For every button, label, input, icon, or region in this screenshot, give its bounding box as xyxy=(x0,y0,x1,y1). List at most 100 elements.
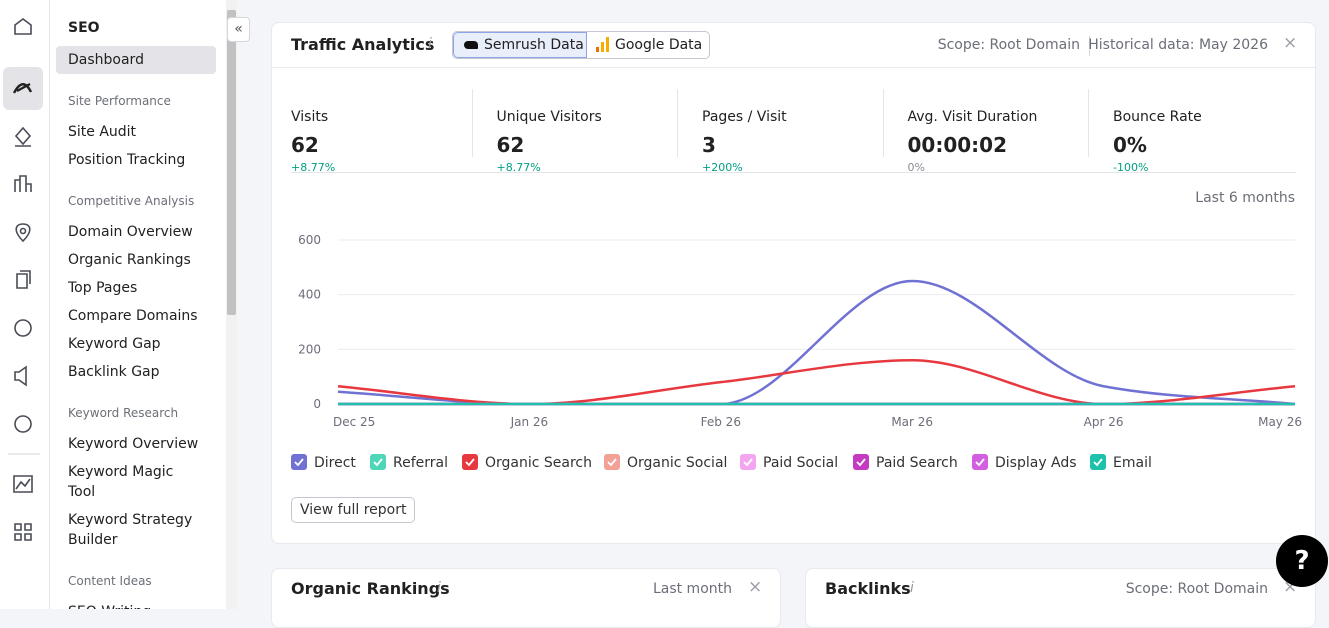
x-tick-label: Apr 26 xyxy=(1084,415,1124,429)
period: Last month xyxy=(652,581,732,597)
nav-item[interactable]: Dashboard xyxy=(56,46,216,74)
divider xyxy=(1089,36,1090,56)
legend-label[interactable]: Referral xyxy=(393,455,448,471)
x-tick-label: Jan 26 xyxy=(510,415,549,429)
metric: Avg. Visit Duration 00:00:02 0% xyxy=(908,109,1088,174)
info-icon[interactable]: i xyxy=(437,580,441,596)
metric-label: Visits xyxy=(291,109,329,125)
legend-checkbox[interactable] xyxy=(604,454,620,470)
nav-item[interactable]: Top Pages xyxy=(68,280,138,296)
nav-item[interactable]: Organic Rankings xyxy=(68,252,191,268)
legend-label[interactable]: Paid Social xyxy=(763,455,838,471)
nav-item[interactable]: Keyword Gap xyxy=(68,336,161,352)
tab-label: Semrush Data xyxy=(484,37,584,53)
icon[interactable] xyxy=(16,270,31,289)
sidebar: SEO Dashboard Site Performance Site Audit… xyxy=(50,0,226,609)
nav-heading: Site Performance xyxy=(68,94,171,108)
legend-checkbox[interactable] xyxy=(370,454,386,470)
scroll-thumb[interactable] xyxy=(227,10,236,315)
icon[interactable] xyxy=(14,523,32,541)
card-title: Traffic Analytics xyxy=(291,35,435,54)
nav-heading: Content Ideas xyxy=(68,574,152,588)
nav-heading: Competitive Analysis xyxy=(68,194,195,208)
scrollbar[interactable] xyxy=(226,0,237,609)
metric: Visits 62 +8.77% xyxy=(291,109,471,174)
metric-value: 62 xyxy=(291,133,319,157)
legend-label[interactable]: Email xyxy=(1113,455,1152,471)
icon-rail xyxy=(0,0,50,609)
legend-checkbox[interactable] xyxy=(291,454,307,470)
legend-check xyxy=(743,458,753,467)
nav-item[interactable]: Keyword Strategy Builder xyxy=(68,512,193,548)
nav-item[interactable]: Site Audit xyxy=(68,124,137,140)
divider xyxy=(1088,89,1089,157)
info-icon[interactable]: i xyxy=(910,580,914,596)
nav-item[interactable]: Keyword Overview xyxy=(68,436,199,452)
legend-label[interactable]: Display Ads xyxy=(995,455,1077,471)
icon[interactable] xyxy=(14,126,32,147)
historical-data: Historical data: May 2026 xyxy=(1088,37,1268,53)
series-line xyxy=(337,359,1296,406)
legend-checkbox[interactable] xyxy=(462,454,478,470)
icon[interactable] xyxy=(13,475,33,493)
divider xyxy=(291,172,1296,173)
tab[interactable]: Semrush Data xyxy=(453,32,587,58)
x-tick-label: Feb 26 xyxy=(701,415,741,429)
close-button[interactable]: × xyxy=(748,577,763,597)
data-tabs: Semrush Data Google Data xyxy=(452,31,710,59)
legend-check xyxy=(856,458,866,467)
nav-sections: Site Performance Site Audit Position Track… xyxy=(56,92,220,609)
metric-label: Avg. Visit Duration xyxy=(907,109,1038,125)
seo-icon[interactable] xyxy=(12,82,33,94)
nav-item[interactable]: Keyword Magic Tool xyxy=(68,464,174,500)
chart: 0 200 400 600 Dec 25 Jan 26 Feb 26 Mar 26 Apr 26… xyxy=(291,233,1302,471)
card-title: Organic Rankings xyxy=(291,579,450,598)
backlinks-card: Backlinks i Scope: Root Domain × xyxy=(805,568,1316,628)
metric-change: -100% xyxy=(1113,161,1149,174)
header-border xyxy=(272,67,1317,68)
nav-item[interactable]: SEO Writing Assistant xyxy=(56,598,216,609)
metric-value: 00:00:02 xyxy=(907,133,1008,157)
nav-item[interactable]: Backlink Gap xyxy=(68,364,160,380)
icon[interactable] xyxy=(15,223,31,243)
tab[interactable]: Google Data xyxy=(587,32,709,58)
legend-checkbox[interactable] xyxy=(1090,454,1106,470)
icon[interactable] xyxy=(14,319,32,337)
divider xyxy=(882,89,884,157)
y-tick-label: 0 xyxy=(313,397,321,411)
legend-check xyxy=(373,458,383,467)
legend-label[interactable]: Organic Search xyxy=(485,455,592,471)
close-button[interactable]: × xyxy=(1283,33,1298,53)
metric-label: Unique Visitors xyxy=(496,109,602,125)
divider xyxy=(677,89,678,157)
icon[interactable] xyxy=(14,175,32,192)
metric-change: +8.77% xyxy=(291,161,336,174)
y-tick-label: 200 xyxy=(298,342,321,356)
legend-checkbox[interactable] xyxy=(853,454,869,470)
home-icon[interactable] xyxy=(14,18,32,35)
view-report-button[interactable]: View full report xyxy=(291,497,416,523)
collapse-button[interactable]: « xyxy=(227,17,250,42)
semrush-logo xyxy=(464,41,478,49)
scope: Scope: Root Domain xyxy=(937,37,1080,53)
nav-item[interactable]: Position Tracking xyxy=(68,152,186,168)
icon[interactable] xyxy=(14,415,32,433)
metric: Bounce Rate 0% -100% xyxy=(1113,109,1293,174)
card-title: Backlinks xyxy=(825,579,911,598)
legend-check xyxy=(607,458,617,467)
icon[interactable] xyxy=(14,365,27,387)
legend-checkbox[interactable] xyxy=(972,454,988,470)
legend-label[interactable]: Direct xyxy=(314,455,356,471)
nav-item[interactable]: Compare Domains xyxy=(68,308,198,324)
icon xyxy=(19,227,27,235)
legend-label[interactable]: Organic Social xyxy=(627,455,727,471)
legend-label[interactable]: Paid Search xyxy=(876,455,958,471)
legend-checkbox[interactable] xyxy=(740,454,756,470)
help-button[interactable]: ? xyxy=(1276,535,1328,587)
info-icon[interactable]: i xyxy=(428,36,432,52)
x-tick-label: May 26 xyxy=(1258,415,1302,429)
nav-item[interactable]: Domain Overview xyxy=(68,224,193,240)
metric: Unique Visitors 62 +8.77% xyxy=(497,109,677,174)
metric-change: +8.77% xyxy=(496,161,541,174)
x-tick-label: Dec 25 xyxy=(333,415,375,429)
